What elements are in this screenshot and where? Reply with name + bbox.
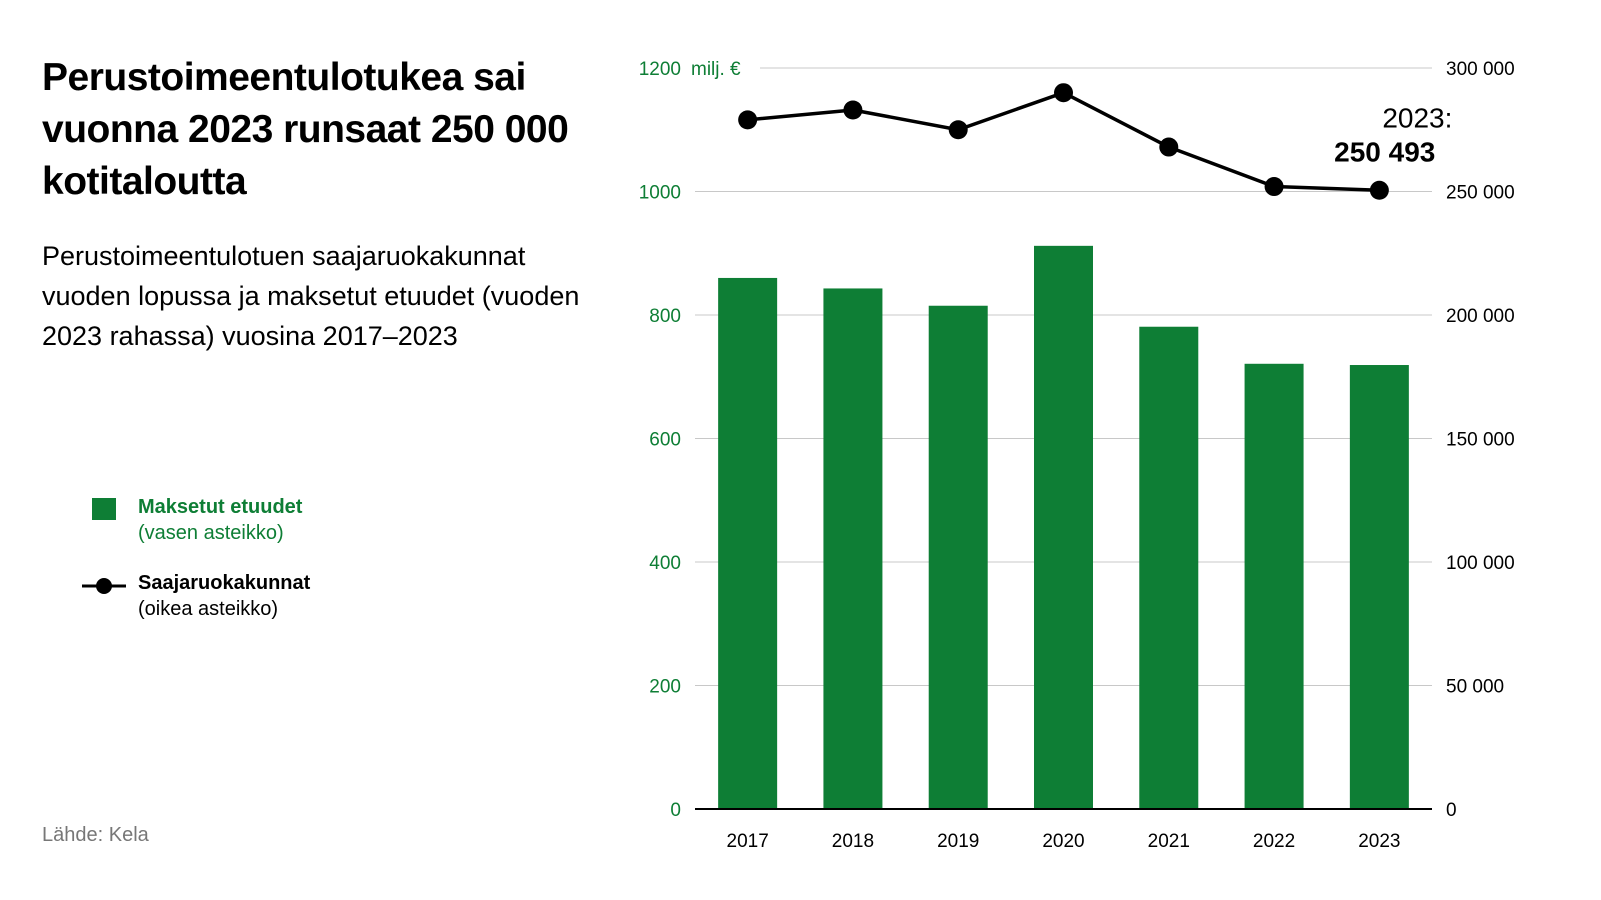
green-square-icon — [92, 498, 116, 520]
right-tick-label: 150 000 — [1446, 430, 1515, 451]
line-dot-icon — [82, 578, 126, 594]
x-tick-label: 2017 — [727, 831, 769, 852]
line-point — [738, 110, 758, 130]
x-tick-label: 2019 — [937, 831, 979, 852]
x-tick-label: 2023 — [1358, 831, 1400, 852]
left-axis-unit: milj. € — [691, 59, 741, 80]
chart-title: Perustoimeentulotukea sai vuonna 2023 ru… — [42, 56, 569, 203]
left-tick-label: 800 — [649, 306, 681, 327]
bar — [928, 305, 988, 809]
left-tick-label: 600 — [649, 430, 681, 451]
legend: Maksetut etuudet (vasen asteikko) Saajar… — [82, 494, 382, 646]
left-axis: 0 200 400 600 800 1000 1200 — [639, 59, 681, 821]
right-tick-label: 200 000 — [1446, 306, 1515, 327]
legend-bars-note: (vasen asteikko) — [138, 522, 284, 544]
series-line — [747, 90, 1380, 193]
chart-subtitle: Perustoimeentulotuen saajaruokakunnat vu… — [42, 241, 580, 351]
line-series — [738, 83, 1389, 200]
left-tick-label: 200 — [649, 677, 681, 698]
bar — [823, 288, 883, 809]
legend-line-note: (oikea asteikko) — [138, 598, 279, 620]
line-point — [948, 120, 968, 140]
bar — [718, 277, 778, 809]
line-point — [1159, 137, 1179, 157]
source-note: Lähde: Kela — [42, 824, 149, 846]
right-tick-label: 50 000 — [1446, 677, 1504, 698]
right-tick-label: 300 000 — [1446, 59, 1515, 80]
annotation-label: 2023: — [1382, 102, 1452, 133]
right-tick-label: 250 000 — [1446, 183, 1515, 204]
bar — [1139, 326, 1199, 809]
bar — [1349, 365, 1409, 809]
line-point — [1054, 83, 1073, 103]
x-tick-label: 2022 — [1253, 831, 1295, 852]
right-axis: 0 50 000 100 000 150 000 200 000 250 000 300 0… — [1446, 59, 1515, 821]
line-point — [843, 100, 863, 120]
legend-line-name: Saajaruokakunnat — [138, 572, 311, 594]
bar-series — [718, 245, 1409, 810]
annotation-value: 250 493 — [1334, 136, 1435, 167]
right-tick-label: 0 — [1446, 800, 1457, 821]
x-axis: 2017 2018 2019 2020 2021 2022 2023 — [727, 831, 1401, 852]
legend-item-bars: Maksetut etuudet (vasen asteikko) — [82, 494, 382, 558]
right-tick-label: 100 000 — [1446, 553, 1515, 574]
left-tick-label: 1000 — [639, 183, 681, 204]
line-point — [1264, 177, 1284, 197]
bar — [1244, 363, 1304, 809]
x-tick-label: 2021 — [1148, 831, 1190, 852]
left-tick-label: 0 — [670, 800, 681, 821]
left-tick-label: 1200 — [639, 59, 681, 80]
left-tick-label: 400 — [649, 553, 681, 574]
legend-bars-name: Maksetut etuudet — [138, 496, 303, 518]
bar — [1034, 245, 1093, 810]
x-tick-label: 2018 — [832, 831, 874, 852]
x-tick-label: 2020 — [1042, 831, 1084, 852]
line-point — [1369, 180, 1389, 200]
legend-item-line: Saajaruokakunnat (oikea asteikko) — [82, 570, 382, 634]
